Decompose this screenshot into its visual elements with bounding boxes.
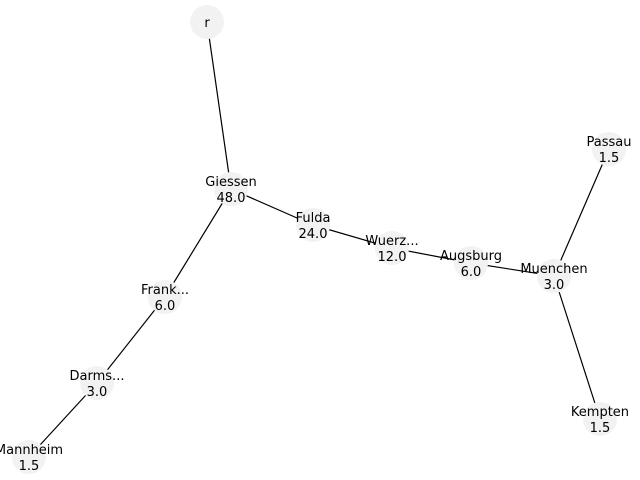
node-darmstadt-name: Darms... (70, 369, 125, 384)
node-kempten-value: 1.5 (590, 421, 611, 436)
node-giessen-circle (214, 172, 248, 206)
node-wuerzburg-value: 12.0 (378, 250, 407, 265)
node-augsburg-circle (454, 246, 488, 280)
node-wuerzburg-name: Wuerz... (365, 234, 418, 249)
node-darmstadt-circle (80, 366, 114, 400)
node-passau-circle (592, 132, 626, 166)
node-kempten-name: Kempten (571, 405, 629, 420)
node-fulda-value: 24.0 (299, 227, 328, 242)
node-augsburg-value: 6.0 (461, 265, 482, 280)
edge-frankfurt-darmstadt (96, 296, 166, 384)
node-frankfurt-value: 6.0 (155, 299, 176, 314)
node-giessen-value: 48.0 (217, 191, 246, 206)
edge-r-giessen (206, 21, 232, 190)
node-frankfurt-circle (148, 280, 182, 314)
edge-muenchen-kempten (553, 275, 601, 420)
node-r-circle (190, 5, 224, 39)
node-augsburg-name: Augsburg (440, 249, 502, 264)
node-fulda-circle (296, 208, 330, 242)
node-muenchen-circle (537, 259, 571, 293)
node-darmstadt-value: 3.0 (87, 385, 108, 400)
node-muenchen-name: Muenchen (520, 262, 587, 277)
node-wuerzburg-circle (375, 231, 409, 265)
node-mannheim-circle (12, 440, 46, 474)
node-r-name: r (204, 16, 210, 31)
edge-giessen-frankfurt (164, 188, 232, 298)
node-passau-name: Passau (587, 135, 632, 150)
edge-muenchen-passau (553, 148, 610, 277)
node-fulda-name: Fulda (296, 211, 331, 226)
node-passau-value: 1.5 (599, 151, 620, 166)
node-mannheim-name: Mannheim (0, 443, 63, 458)
node-frankfurt-name: Frank... (141, 283, 189, 298)
node-kempten-circle (583, 402, 617, 436)
node-giessen-name: Giessen (205, 175, 256, 190)
node-mannheim-value: 1.5 (19, 459, 40, 474)
node-muenchen-value: 3.0 (544, 278, 565, 293)
